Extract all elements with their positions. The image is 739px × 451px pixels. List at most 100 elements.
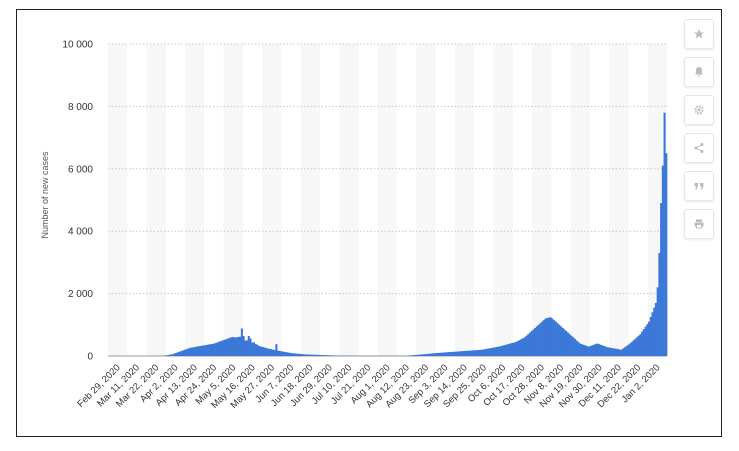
bar[interactable] — [311, 354, 314, 356]
bar[interactable] — [168, 354, 171, 356]
bar[interactable] — [185, 349, 188, 356]
bar[interactable] — [616, 349, 620, 356]
bar[interactable] — [537, 324, 540, 356]
bar[interactable] — [597, 344, 601, 356]
bar[interactable] — [577, 341, 580, 356]
bar[interactable] — [263, 347, 266, 356]
bar[interactable] — [328, 355, 331, 356]
bar[interactable] — [320, 355, 323, 356]
bar[interactable] — [439, 352, 442, 356]
bar[interactable] — [183, 349, 186, 356]
bar[interactable] — [432, 353, 435, 356]
bar[interactable] — [182, 350, 185, 356]
bar[interactable] — [192, 347, 195, 356]
bar[interactable] — [187, 348, 190, 356]
bar[interactable] — [589, 346, 592, 356]
bar[interactable] — [599, 344, 602, 356]
bar[interactable] — [178, 351, 181, 356]
bar[interactable] — [482, 349, 485, 356]
bar[interactable] — [292, 353, 295, 356]
bar[interactable] — [273, 350, 276, 356]
bar[interactable] — [484, 349, 487, 356]
bar[interactable] — [487, 348, 490, 356]
bar[interactable] — [235, 337, 238, 356]
bar[interactable] — [330, 355, 333, 356]
bar[interactable] — [175, 352, 178, 356]
bar[interactable] — [254, 344, 257, 356]
bar[interactable] — [477, 350, 480, 356]
bar[interactable] — [525, 335, 528, 356]
bar[interactable] — [261, 346, 264, 356]
bar[interactable] — [568, 334, 571, 356]
bar[interactable] — [435, 353, 438, 356]
bar[interactable] — [522, 338, 525, 356]
bar[interactable] — [308, 354, 311, 356]
bar[interactable] — [195, 346, 199, 356]
bar[interactable] — [170, 354, 173, 356]
bar[interactable] — [656, 287, 659, 356]
bar[interactable] — [566, 332, 570, 356]
bar[interactable] — [606, 347, 609, 356]
bar[interactable] — [202, 345, 205, 356]
bar[interactable] — [570, 335, 573, 356]
bar[interactable] — [265, 347, 268, 356]
bar[interactable] — [554, 321, 557, 356]
bar[interactable] — [220, 341, 223, 356]
bar[interactable] — [306, 354, 309, 356]
bar[interactable] — [449, 352, 452, 356]
bar[interactable] — [166, 355, 169, 356]
bar[interactable] — [463, 351, 466, 356]
bar[interactable] — [508, 343, 511, 356]
bar[interactable] — [542, 320, 545, 356]
bar[interactable] — [461, 351, 464, 356]
bar[interactable] — [240, 328, 243, 356]
bar[interactable] — [637, 335, 640, 356]
bar[interactable] — [204, 345, 207, 356]
bar[interactable] — [629, 343, 632, 356]
bar[interactable] — [625, 346, 628, 356]
print-button[interactable] — [684, 209, 714, 239]
bar[interactable] — [534, 327, 537, 356]
bar[interactable] — [520, 339, 523, 356]
bar[interactable] — [299, 353, 302, 356]
settings-button[interactable] — [684, 95, 714, 125]
bar[interactable] — [497, 346, 500, 356]
bar[interactable] — [523, 337, 526, 356]
bar[interactable] — [244, 340, 247, 356]
bar[interactable] — [206, 344, 209, 356]
bar[interactable] — [258, 346, 261, 356]
bar[interactable] — [223, 339, 226, 356]
bar[interactable] — [509, 343, 513, 356]
bar[interactable] — [639, 334, 642, 356]
bar[interactable] — [573, 338, 576, 356]
bar[interactable] — [485, 348, 488, 356]
bar[interactable] — [470, 350, 473, 356]
bar[interactable] — [194, 346, 197, 356]
bar[interactable] — [541, 321, 544, 356]
bar[interactable] — [558, 324, 561, 356]
bar[interactable] — [296, 353, 299, 356]
bar[interactable] — [603, 346, 606, 356]
bar[interactable] — [592, 344, 595, 356]
bar[interactable] — [506, 344, 509, 356]
bar[interactable] — [321, 355, 325, 356]
bar[interactable] — [313, 354, 316, 356]
bar[interactable] — [660, 203, 663, 356]
bar[interactable] — [459, 351, 463, 356]
bar[interactable] — [630, 341, 633, 356]
bar[interactable] — [416, 354, 419, 356]
bar[interactable] — [228, 337, 231, 356]
bar[interactable] — [318, 354, 321, 356]
bar[interactable] — [282, 351, 285, 356]
bar[interactable] — [528, 332, 532, 356]
bar[interactable] — [283, 351, 287, 356]
bar[interactable] — [434, 353, 437, 356]
bar[interactable] — [644, 326, 647, 356]
bar[interactable] — [189, 347, 192, 356]
bar[interactable] — [213, 343, 216, 356]
share-button[interactable] — [684, 133, 714, 163]
bar[interactable] — [642, 329, 645, 356]
bar[interactable] — [301, 354, 304, 356]
bar[interactable] — [551, 318, 554, 356]
bar[interactable] — [180, 351, 183, 356]
